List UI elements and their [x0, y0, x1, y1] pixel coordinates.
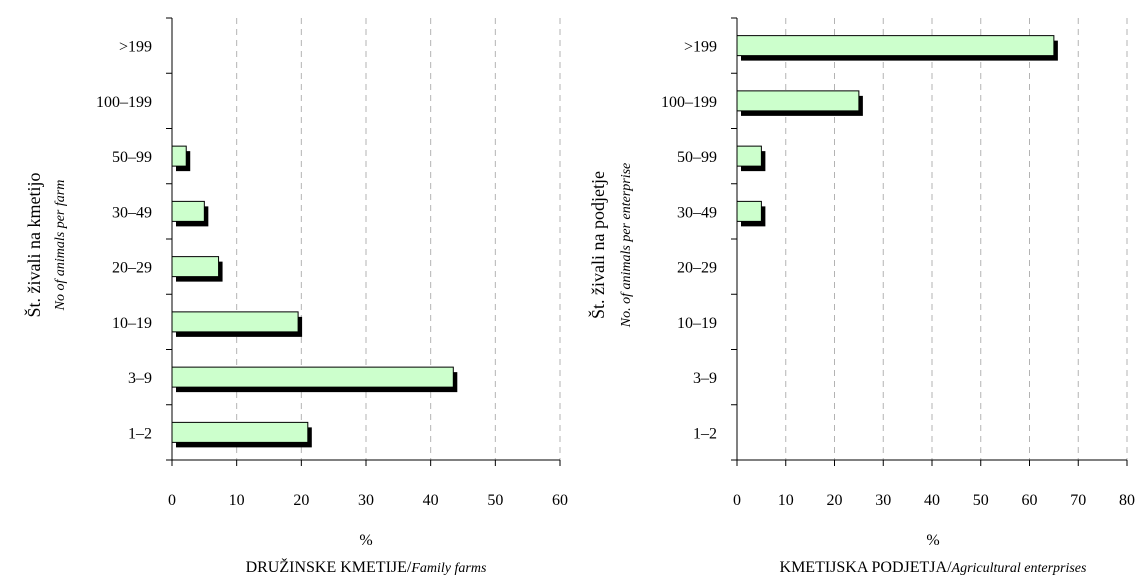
- right-gridlines: [785, 18, 1128, 460]
- left-y-tick-label: 10–19: [112, 315, 152, 332]
- right-bar: [736, 35, 1055, 57]
- right-bar: [736, 200, 762, 222]
- right-axes: [731, 17, 1128, 466]
- right-x-axis-title: %: [926, 532, 939, 549]
- left-bar: [171, 200, 205, 222]
- left-y-tick-label: 20–29: [112, 260, 152, 277]
- right-x-tick-label: 80: [1119, 492, 1135, 509]
- left-bars: [171, 145, 458, 448]
- left-y-tick-label: 1–2: [128, 425, 152, 442]
- left-bar: [171, 421, 309, 443]
- left-x-axis-title: %: [359, 532, 372, 549]
- right-y-tick-label: 100–199: [661, 94, 717, 111]
- right-y-tick-label: 20–29: [677, 260, 717, 277]
- right-x-tick-label: 40: [924, 492, 940, 509]
- left-x-tick-labels: 0 10 20 30 40 50 60: [168, 492, 568, 509]
- family-farms-chart: 1–2 3–9 10–19 20–29 30–49 50–99 100–199 >199 0 1…: [23, 17, 568, 576]
- right-x-tick-label: 70: [1070, 492, 1086, 509]
- left-y-tick-label: 100–199: [96, 94, 152, 111]
- right-bar: [736, 90, 860, 112]
- right-y-tick-label: 1–2: [693, 425, 717, 442]
- left-gridlines: [236, 18, 561, 460]
- right-y-axis-subtitle: No. of animals per enterprise: [619, 163, 634, 329]
- left-x-tick-label: 40: [423, 492, 439, 509]
- left-bar: [171, 311, 299, 333]
- left-y-axis-subtitle: No of animals per farm: [53, 180, 68, 312]
- left-caption-italic: Family farms: [410, 561, 487, 576]
- right-y-axis-title: Št. živali na podjetje: [587, 171, 608, 319]
- right-caption-italic: Agricultural enterprises: [951, 561, 1087, 576]
- right-y-tick-label: 10–19: [677, 315, 717, 332]
- right-x-tick-labels: 0 10 20 30 40 50 60 70 80: [733, 492, 1135, 509]
- left-y-tick-labels: 1–2 3–9 10–19 20–29 30–49 50–99 100–199 >199: [96, 39, 152, 443]
- right-y-tick-label: >199: [684, 39, 717, 56]
- left-y-tick-label: 3–9: [128, 370, 152, 387]
- left-x-tick-label: 20: [293, 492, 309, 509]
- right-y-tick-label: 30–49: [677, 204, 717, 221]
- agricultural-enterprises-chart: 1–2 3–9 10–19 20–29 30–49 50–99 100–199 >199 0 1…: [587, 17, 1135, 576]
- left-y-tick-label: >199: [119, 39, 152, 56]
- left-bar: [171, 256, 220, 278]
- right-bars: [736, 35, 1058, 227]
- left-bar: [171, 366, 454, 388]
- left-x-tick-label: 60: [552, 492, 568, 509]
- left-y-tick-label: 50–99: [112, 149, 152, 166]
- right-bar: [736, 145, 762, 167]
- left-y-tick-label: 30–49: [112, 204, 152, 221]
- left-x-tick-label: 0: [168, 492, 176, 509]
- right-y-tick-labels: 1–2 3–9 10–19 20–29 30–49 50–99 100–199 >199: [661, 39, 717, 443]
- right-x-tick-label: 50: [973, 492, 989, 509]
- right-x-tick-label: 20: [827, 492, 843, 509]
- left-axes: [166, 17, 561, 466]
- right-caption: KMETIJSKA PODJETJA/Agricultural enterpri…: [780, 559, 1088, 576]
- left-x-tick-label: 50: [487, 492, 503, 509]
- right-x-tick-label: 10: [778, 492, 794, 509]
- left-caption-main: DRUŽINSKE KMETIJE/: [246, 557, 412, 576]
- left-caption: DRUŽINSKE KMETIJE/Family farms: [246, 557, 487, 576]
- left-bar: [171, 145, 187, 167]
- right-x-tick-label: 0: [733, 492, 741, 509]
- right-y-tick-label: 50–99: [677, 149, 717, 166]
- left-x-tick-label: 10: [229, 492, 245, 509]
- right-x-tick-label: 60: [1022, 492, 1038, 509]
- right-x-tick-label: 30: [875, 492, 891, 509]
- right-caption-main: KMETIJSKA PODJETJA/: [780, 559, 953, 576]
- right-y-tick-label: 3–9: [693, 370, 717, 387]
- left-x-tick-label: 30: [358, 492, 374, 509]
- left-y-axis-title: Št. živali na kmetijo: [23, 173, 44, 318]
